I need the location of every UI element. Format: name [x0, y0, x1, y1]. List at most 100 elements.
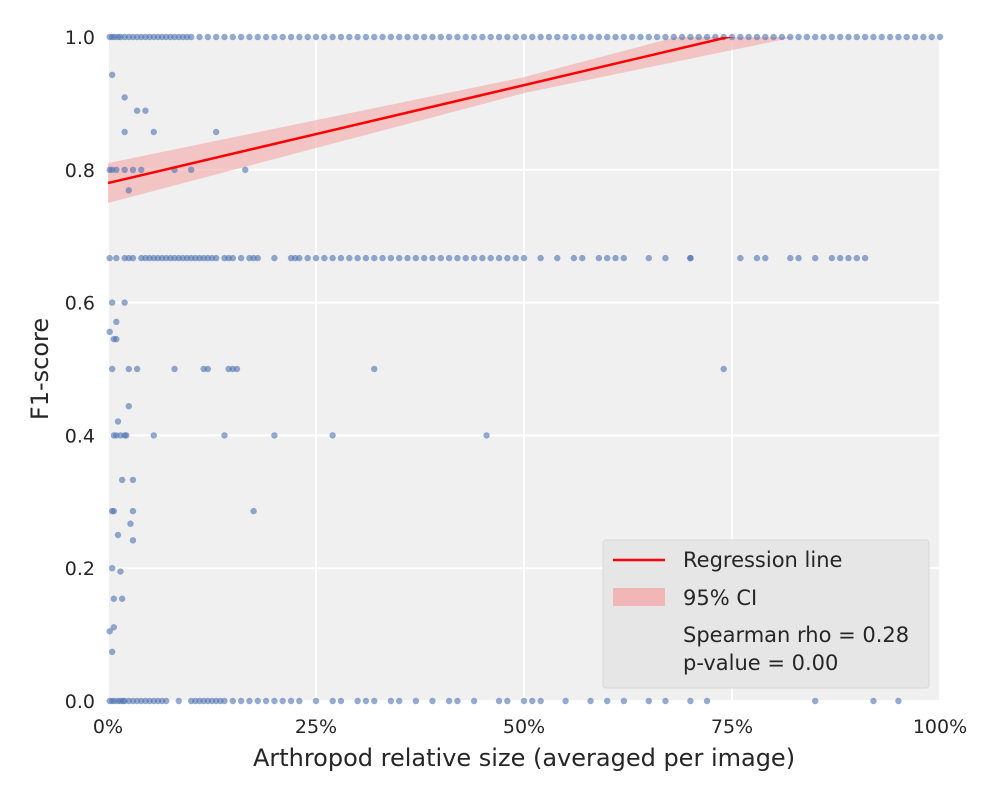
- data-point: [362, 33, 370, 41]
- data-point: [495, 33, 503, 41]
- data-point: [129, 476, 137, 484]
- data-point: [512, 33, 519, 41]
- data-point: [108, 71, 116, 79]
- data-point: [354, 697, 361, 705]
- data-point: [346, 33, 353, 41]
- data-point: [687, 697, 694, 705]
- data-point: [279, 697, 286, 705]
- data-point: [271, 254, 278, 262]
- data-point: [118, 595, 126, 602]
- data-point: [125, 187, 132, 194]
- data-point: [537, 33, 544, 41]
- data-point: [337, 697, 345, 705]
- legend-pvalue-stat: p-value = 0.00: [683, 651, 838, 675]
- data-point: [362, 254, 370, 262]
- data-point: [587, 33, 594, 41]
- data-point: [196, 33, 203, 41]
- data-point: [554, 254, 561, 262]
- data-point: [129, 166, 137, 173]
- data-point: [670, 33, 677, 41]
- data-point: [304, 254, 311, 262]
- data-point: [117, 568, 124, 575]
- data-point: [429, 33, 436, 41]
- data-point: [329, 697, 336, 705]
- data-point: [233, 365, 241, 373]
- data-point: [110, 595, 118, 602]
- data-point: [695, 33, 702, 41]
- data-point: [470, 697, 478, 705]
- x-tick-label: 75%: [711, 716, 753, 738]
- data-point: [108, 299, 116, 306]
- data-point: [928, 33, 935, 41]
- data-point: [645, 33, 652, 41]
- data-point: [520, 697, 528, 705]
- regression-line: [108, 37, 734, 185]
- data-point: [129, 507, 137, 515]
- data-point: [845, 33, 852, 41]
- data-point: [379, 33, 386, 41]
- data-point: [470, 254, 478, 262]
- data-point: [462, 254, 469, 262]
- data-point: [212, 128, 220, 136]
- data-point: [188, 166, 195, 173]
- data-point: [662, 33, 669, 41]
- y-tick-label: 0.0: [65, 691, 95, 713]
- data-point: [604, 697, 611, 705]
- data-point: [470, 33, 478, 41]
- data-point: [142, 107, 149, 114]
- data-point: [753, 254, 761, 262]
- data-point: [545, 33, 553, 41]
- data-point: [371, 254, 378, 262]
- data-point: [836, 33, 844, 41]
- data-point: [329, 254, 336, 262]
- data-point: [920, 33, 927, 41]
- data-point: [127, 520, 134, 527]
- y-tick-label: 0.4: [65, 425, 95, 447]
- data-point: [150, 128, 157, 136]
- data-point: [870, 33, 877, 41]
- data-point: [204, 33, 212, 41]
- data-point: [720, 365, 727, 373]
- data-point: [845, 254, 852, 262]
- data-point: [254, 33, 261, 41]
- data-point: [125, 402, 132, 410]
- data-point: [653, 33, 661, 41]
- data-point: [737, 33, 744, 41]
- data-point: [113, 254, 120, 262]
- data-point: [895, 33, 902, 41]
- x-tick-label: 0%: [93, 716, 123, 738]
- data-point: [562, 33, 569, 41]
- legend-ci-label: 95% CI: [683, 586, 757, 610]
- data-point: [412, 254, 420, 262]
- data-point: [836, 254, 844, 262]
- data-point: [237, 697, 245, 705]
- data-point: [246, 33, 253, 41]
- data-point: [321, 33, 328, 41]
- data-point: [628, 33, 636, 41]
- x-axis-title: Arthropod relative size (averaged per im…: [253, 744, 795, 772]
- data-point: [678, 33, 686, 41]
- data-point: [106, 628, 113, 635]
- data-point: [113, 335, 120, 343]
- data-point: [637, 33, 644, 41]
- data-point: [495, 697, 503, 705]
- data-point: [204, 365, 212, 373]
- data-point: [612, 254, 619, 262]
- data-point: [106, 254, 113, 262]
- data-point: [121, 128, 128, 136]
- data-point: [861, 33, 869, 41]
- data-point: [895, 697, 902, 705]
- data-point: [271, 697, 278, 705]
- data-point: [445, 697, 453, 705]
- data-point: [886, 33, 894, 41]
- data-point: [354, 254, 361, 262]
- data-point: [110, 624, 118, 631]
- data-point: [379, 254, 386, 262]
- data-point: [504, 697, 511, 705]
- data-point: [645, 254, 652, 262]
- data-point: [437, 33, 444, 41]
- data-point: [121, 299, 128, 306]
- data-point: [778, 33, 786, 41]
